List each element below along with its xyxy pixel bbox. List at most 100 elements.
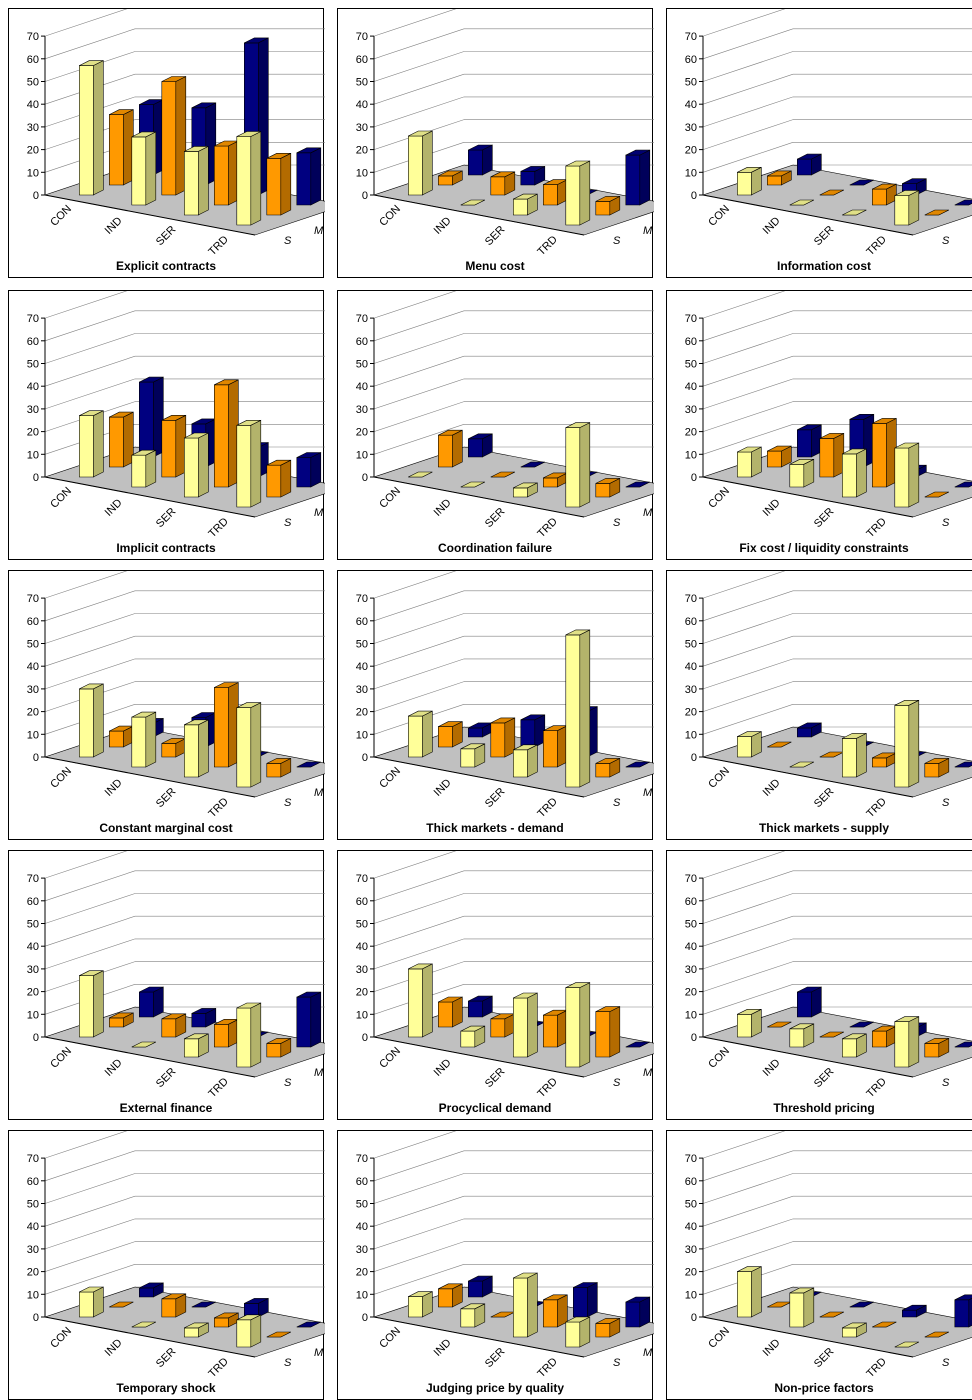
bar-S-IND (789, 458, 815, 488)
y-tick-label: 30 (27, 404, 39, 416)
gridline (373, 378, 465, 410)
y-tick-label: 50 (27, 919, 39, 931)
y-tick-label: 60 (685, 896, 697, 908)
y-tick-label: 0 (691, 472, 697, 484)
y-tick-label: 70 (356, 1153, 368, 1165)
bar-S-TRD (565, 160, 591, 226)
bar-S-SER (184, 145, 209, 216)
bar-S-TRD (236, 1314, 262, 1348)
bar-S-TRD (565, 422, 591, 508)
gridline (44, 851, 128, 879)
gridline (702, 291, 786, 319)
gridline (373, 915, 465, 947)
bar-M-CON (438, 996, 463, 1028)
bar-S-CON (737, 446, 762, 478)
bar-M-TRD (924, 757, 950, 778)
bar-M-CON (767, 445, 792, 468)
bar-S-TRD (565, 629, 591, 788)
gridline (44, 291, 128, 319)
chart-svg: 010203040506070CONINDSERTRDSML (685, 291, 972, 540)
gridline (373, 1218, 465, 1250)
y-tick-label: 60 (685, 616, 697, 628)
y-tick-label: 50 (685, 77, 697, 89)
bar-L-TRD (954, 199, 972, 206)
category-label: CON (706, 1325, 732, 1351)
bar-L-CON (797, 986, 822, 1018)
bar-S-SER (513, 744, 538, 778)
bar-M-TRD (924, 1037, 950, 1058)
y-tick-label: 40 (685, 941, 697, 953)
bar-S-SER (842, 732, 867, 778)
category-label: SER (812, 1066, 837, 1091)
category-label: TRD (206, 234, 231, 259)
category-label: CON (377, 203, 403, 229)
category-label: CON (706, 1045, 732, 1071)
bar-M-CON (109, 1301, 134, 1308)
y-tick-label: 30 (27, 122, 39, 134)
y-tick-label: 10 (356, 729, 368, 741)
y-tick-label: 10 (685, 167, 697, 179)
bar-S-TRD (236, 1002, 262, 1068)
depth-label: M (643, 225, 653, 237)
y-tick-label: 50 (685, 359, 697, 371)
gridline (44, 1264, 136, 1295)
bar-L-TRD (625, 1296, 651, 1328)
bar-M-CON (767, 741, 792, 748)
chart-title: Thick markets - supply (758, 821, 890, 835)
gridline (44, 870, 136, 902)
bar-S-CON (79, 970, 104, 1038)
bar-L-IND (520, 714, 546, 748)
y-tick-label: 0 (362, 752, 368, 764)
bar-M-IND (819, 189, 844, 196)
category-label: CON (48, 1045, 74, 1071)
y-tick-label: 10 (685, 1009, 697, 1021)
gridline (702, 1150, 794, 1182)
bar-S-IND (131, 449, 157, 488)
gridline (44, 938, 136, 970)
gridline (702, 658, 794, 690)
y-tick-label: 50 (356, 77, 368, 89)
bar-S-TRD (236, 131, 262, 226)
y-tick-label: 70 (27, 593, 39, 605)
category-label: IND (761, 1337, 783, 1359)
bar-L-IND (849, 1301, 874, 1308)
chart-title: Judging price by quality (425, 1381, 565, 1395)
gridline (44, 9, 128, 37)
gridline (373, 1173, 465, 1204)
gridline (373, 51, 465, 82)
bar-S-SER (842, 448, 867, 498)
bar-L-TRD (625, 1041, 650, 1048)
chart-svg: 010203040506070CONINDSERTRDSML (27, 1131, 325, 1380)
y-tick-label: 50 (27, 639, 39, 651)
category-label: CON (377, 765, 403, 791)
y-tick-label: 60 (685, 1176, 697, 1188)
bar-M-CON (438, 721, 463, 748)
bar-S-IND (460, 1025, 486, 1048)
y-tick-label: 40 (685, 381, 697, 393)
gridline (702, 310, 794, 342)
category-label: IND (103, 777, 125, 799)
y-tick-label: 10 (685, 449, 697, 461)
y-tick-label: 50 (27, 77, 39, 89)
y-tick-label: 30 (27, 1244, 39, 1256)
category-label: SER (812, 224, 837, 249)
bar-S-IND (131, 1321, 156, 1328)
gridline (702, 28, 794, 60)
gridline (702, 1131, 786, 1159)
category-label: CON (377, 1325, 403, 1351)
gridline (44, 1195, 136, 1227)
y-tick-label: 30 (27, 964, 39, 976)
bar-S-SER (513, 992, 538, 1058)
y-tick-label: 40 (356, 661, 368, 673)
x-axis (702, 476, 914, 518)
bar-M-CON (109, 725, 134, 748)
gridline (44, 333, 136, 364)
gridline (373, 681, 465, 712)
bar-M-SER (872, 183, 897, 206)
bar-S-CON (79, 60, 104, 196)
gridline (373, 851, 457, 879)
y-tick-label: 70 (685, 593, 697, 605)
gridline (44, 635, 136, 667)
bar-M-IND (490, 171, 516, 196)
bar-S-TRD (565, 982, 591, 1068)
